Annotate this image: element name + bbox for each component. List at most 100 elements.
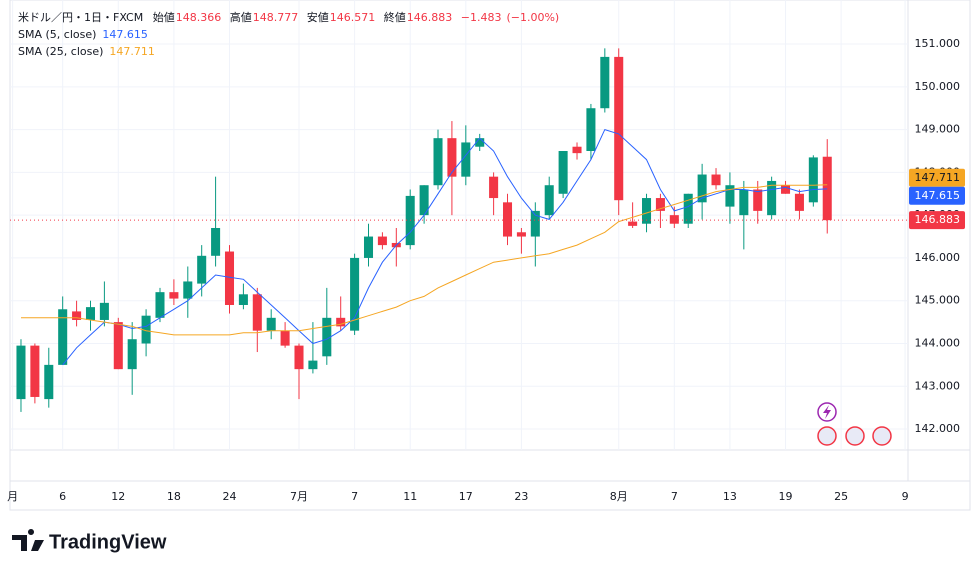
indicator-line	[62, 128, 828, 366]
candle-body	[725, 185, 735, 207]
y-tick-label: 151.000	[915, 37, 961, 50]
candle-body	[169, 292, 179, 299]
event-icon[interactable]	[817, 426, 837, 446]
x-tick-label: 19	[779, 490, 793, 503]
y-tick-label: 146.000	[915, 251, 961, 264]
candle-body	[183, 281, 193, 299]
candle-body	[711, 174, 721, 186]
y-tick-label: 142.000	[915, 422, 961, 435]
event-icon-glyph	[823, 405, 831, 419]
x-tick-label: 7	[351, 490, 358, 503]
x-tick-label: 9	[902, 490, 909, 503]
candle-body	[600, 56, 610, 109]
indicator-legend: SMA (25, close) 147.711	[18, 43, 564, 60]
candle-body	[586, 108, 596, 151]
candle-body	[808, 157, 818, 203]
candle-body	[655, 198, 665, 211]
candle-body	[308, 360, 318, 370]
close-label: 終値	[383, 11, 406, 24]
candle-body	[252, 294, 262, 331]
logo-icon	[12, 528, 44, 551]
y-tick-label: 150.000	[915, 80, 961, 93]
candle-body	[294, 345, 304, 370]
candle-body	[461, 142, 471, 177]
candle-body	[419, 185, 429, 216]
candle-body	[822, 156, 832, 221]
x-tick-label: 6	[59, 490, 66, 503]
x-tick-label: 17	[459, 490, 473, 503]
candle-body	[280, 330, 290, 346]
event-icon[interactable]	[845, 426, 865, 446]
indicator-name: SMA (25, close)	[18, 45, 104, 58]
candle-body	[44, 364, 54, 400]
x-tick-label: 13	[723, 490, 737, 503]
candle-body	[628, 221, 638, 226]
close-value: 146.883	[406, 11, 453, 24]
price-badge	[909, 168, 965, 187]
x-tick-label: 8月	[610, 490, 628, 503]
high-value: 148.777	[252, 11, 299, 24]
candle-body	[683, 193, 693, 224]
price-badge-label: 147.711	[915, 171, 961, 184]
candle-body	[753, 189, 763, 211]
candle-body	[224, 251, 235, 305]
candle-body	[266, 317, 276, 331]
indicator-value: 147.615	[102, 28, 148, 41]
open-label: 始値	[152, 11, 175, 24]
event-icon[interactable]	[872, 426, 892, 446]
event-icons[interactable]	[817, 402, 892, 446]
chart-frame	[9, 0, 971, 511]
candle-body	[739, 189, 749, 216]
ohlc-line: 米ドル／円・1日・FXCM 始値148.366 高値148.777 安値146.…	[18, 9, 564, 26]
candle-body	[336, 317, 346, 327]
candle-body	[794, 193, 804, 211]
candle-body	[363, 236, 374, 258]
candle-body	[516, 232, 526, 237]
x-tick-label: 7	[671, 490, 678, 503]
low-label: 安値	[306, 11, 329, 24]
y-tick-label: 145.000	[915, 294, 961, 307]
candle-body	[767, 180, 777, 216]
candle-body	[489, 176, 499, 199]
indicator-name: SMA (5, close)	[18, 28, 97, 41]
symbol: 米ドル／円・1日・FXCM	[18, 11, 144, 24]
candle-body	[155, 292, 165, 318]
x-tick-label: 25	[834, 490, 848, 503]
y-tick-label: 143.000	[915, 379, 961, 392]
legend: 米ドル／円・1日・FXCM 始値148.366 高値148.777 安値146.…	[18, 9, 564, 60]
candle-body	[530, 210, 540, 237]
indicator-legend: SMA (5, close) 147.615	[18, 26, 564, 43]
x-tick-label: 23	[514, 490, 528, 503]
x-tick-label: 24	[222, 490, 236, 503]
candle-body	[642, 198, 652, 224]
candle-body	[85, 307, 96, 320]
candle-body	[211, 227, 221, 256]
high-label: 高値	[229, 11, 252, 24]
candle-body	[697, 174, 707, 203]
indicator-value: 147.711	[109, 45, 155, 58]
candle-body	[614, 56, 624, 201]
candle-body	[141, 315, 151, 344]
indicator-line	[21, 184, 828, 336]
logo-text: TradingView	[49, 531, 167, 553]
y-tick-label: 144.000	[915, 336, 961, 349]
candle-body	[113, 322, 123, 370]
y-tick-label: 149.000	[915, 123, 961, 136]
candle-body	[58, 309, 68, 365]
price-badge-label: 147.615	[915, 189, 961, 202]
candle-body	[377, 236, 387, 246]
logo[interactable]: TradingView	[12, 528, 167, 553]
candle-body	[99, 302, 109, 320]
x-tick-label: 12	[111, 490, 125, 503]
candle-body	[669, 215, 679, 224]
candle-body	[475, 138, 485, 147]
change: −1.483	[460, 11, 502, 24]
price-badge	[909, 211, 965, 230]
candle-body	[572, 146, 582, 154]
candle-body	[72, 311, 82, 320]
candle-body	[238, 294, 248, 305]
candle-body	[322, 317, 332, 357]
price-badge-label: 146.883	[915, 213, 961, 226]
